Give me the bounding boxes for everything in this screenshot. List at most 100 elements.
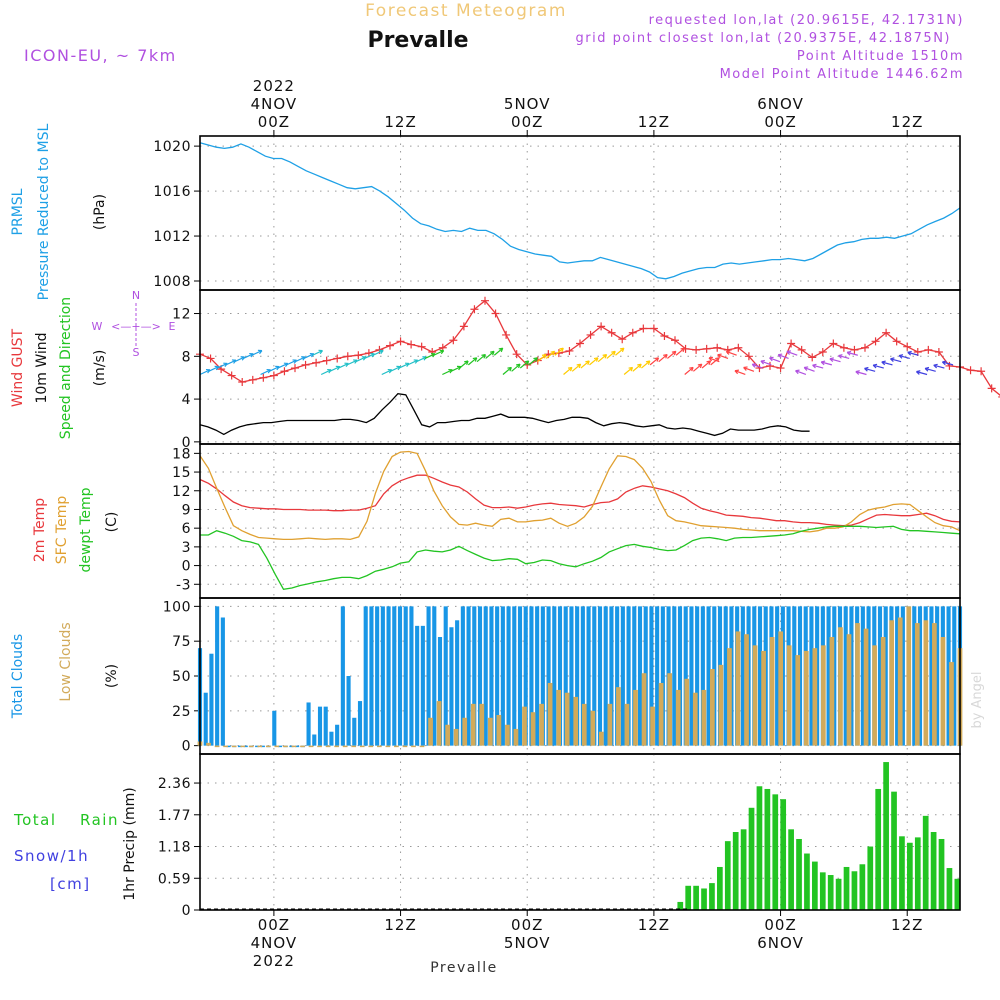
bar-total_clouds — [340, 606, 345, 746]
model-point-altitude: Model Point Altitude 1446.62m — [720, 67, 964, 82]
wind-arrow-head — [933, 363, 938, 369]
bar-rain — [772, 794, 779, 910]
bar-total_clouds — [329, 731, 334, 746]
gust-marker — [565, 346, 574, 355]
series-line-sfc — [199, 450, 961, 541]
bar-low_clouds — [479, 703, 485, 746]
bar-total_clouds — [615, 606, 620, 746]
bar-total_clouds — [620, 606, 625, 746]
bar-total_clouds — [792, 606, 797, 746]
x-tick-label-bottom: 00Z — [258, 916, 290, 934]
bar-low_clouds — [624, 703, 630, 746]
bar-rain — [859, 864, 866, 910]
bar-low_clouds — [291, 745, 297, 748]
gust-marker — [597, 322, 606, 331]
wind-arrow-head — [490, 350, 495, 356]
wind-arrow — [398, 362, 410, 369]
bar-total_clouds — [535, 606, 540, 746]
wind-arrow — [924, 367, 936, 372]
compass-w: W — [92, 320, 103, 333]
wind-arrow — [234, 356, 245, 363]
bar-total_clouds — [609, 606, 614, 746]
bar-total_clouds — [426, 606, 431, 746]
y-tick-label: 25 — [172, 704, 191, 720]
compass-arrows: <—+—> — [111, 320, 161, 333]
wind-arrow — [847, 351, 858, 356]
bar-total_clouds — [243, 745, 248, 748]
bar-total_clouds — [895, 606, 900, 746]
total-clouds-label: Total Clouds — [10, 634, 26, 719]
bar-low_clouds — [334, 745, 339, 748]
bar-total_clouds — [632, 606, 637, 746]
bar-rain — [835, 878, 842, 910]
gust-marker — [248, 375, 257, 384]
gust-marker — [259, 373, 268, 382]
bar-total_clouds — [455, 620, 460, 746]
bar-total_clouds — [409, 606, 414, 746]
bar-low_clouds — [727, 648, 732, 746]
bar-low_clouds — [368, 745, 374, 748]
wind-arrow — [580, 360, 590, 369]
bar-rain — [780, 799, 787, 910]
bar-total_clouds — [500, 606, 505, 746]
gust-marker — [576, 339, 584, 348]
wind-arrow — [649, 357, 659, 366]
wind-arrow — [199, 369, 211, 376]
bar-rain — [796, 838, 802, 910]
bar-rain — [883, 762, 889, 910]
gust-marker — [892, 337, 901, 346]
gust-marker — [797, 345, 806, 354]
wind-arrow — [467, 357, 478, 366]
bar-low_clouds — [573, 696, 579, 746]
bar-rain — [851, 871, 858, 910]
gust-marker — [660, 331, 669, 340]
wind-arrow — [208, 366, 219, 372]
gust-marker — [987, 384, 996, 393]
wind-unit-label: (m/s) — [92, 350, 108, 387]
bar-rain — [717, 866, 723, 910]
requested-coordinates: requested lon,lat (20.9615E, 42.1731N) — [649, 13, 964, 28]
y-tick-label: 1012 — [153, 229, 191, 245]
bar-low_clouds — [923, 620, 929, 746]
bar-low_clouds — [658, 682, 664, 746]
wind-arrow — [606, 350, 616, 359]
bar-rain — [812, 861, 818, 910]
wind-arrow-head — [318, 349, 323, 355]
bar-total_clouds — [757, 606, 763, 746]
bar-low_clouds — [940, 637, 946, 746]
wind-arrow-head — [654, 357, 660, 362]
bar-rain — [685, 885, 692, 910]
gust-marker — [744, 352, 753, 361]
bar-low_clouds — [761, 650, 766, 746]
bar-total_clouds — [506, 606, 511, 746]
compass-s: S — [133, 346, 140, 359]
bar-total_clouds — [626, 606, 631, 746]
wind-arrow-head — [628, 366, 634, 372]
gust-marker — [734, 343, 743, 352]
wind-arrow — [493, 347, 504, 356]
wind-arrow-head — [697, 363, 703, 369]
wind-arrow — [623, 366, 633, 375]
bar-total_clouds — [489, 606, 494, 746]
x-tick-label-top: 5NOV — [504, 95, 551, 113]
bar-total_clouds — [375, 606, 380, 746]
x-tick-label-bottom: 5NOV — [504, 934, 551, 952]
bar-total_clouds — [209, 653, 214, 746]
y-tick-label: 0 — [182, 739, 191, 755]
x-tick-label-top: 12Z — [638, 113, 670, 131]
gust-marker — [713, 343, 722, 352]
wind-arrow-head — [550, 350, 556, 356]
bar-total_clouds — [460, 606, 465, 746]
wind-arrow — [390, 366, 401, 372]
bar-rain — [740, 829, 747, 910]
bar-rain — [922, 815, 929, 910]
panel-precip: 0 0.59 1.18 1.77 2.36 — [158, 753, 961, 919]
wind-arrow — [726, 350, 737, 356]
bar-low_clouds — [342, 745, 348, 748]
bar-total_clouds — [277, 745, 283, 748]
bar-total_clouds — [912, 606, 917, 746]
bar-total_clouds — [563, 606, 568, 746]
bar-total_clouds — [917, 606, 923, 746]
wind-arrow — [528, 357, 538, 366]
y-tick-label: 0.59 — [158, 871, 191, 887]
